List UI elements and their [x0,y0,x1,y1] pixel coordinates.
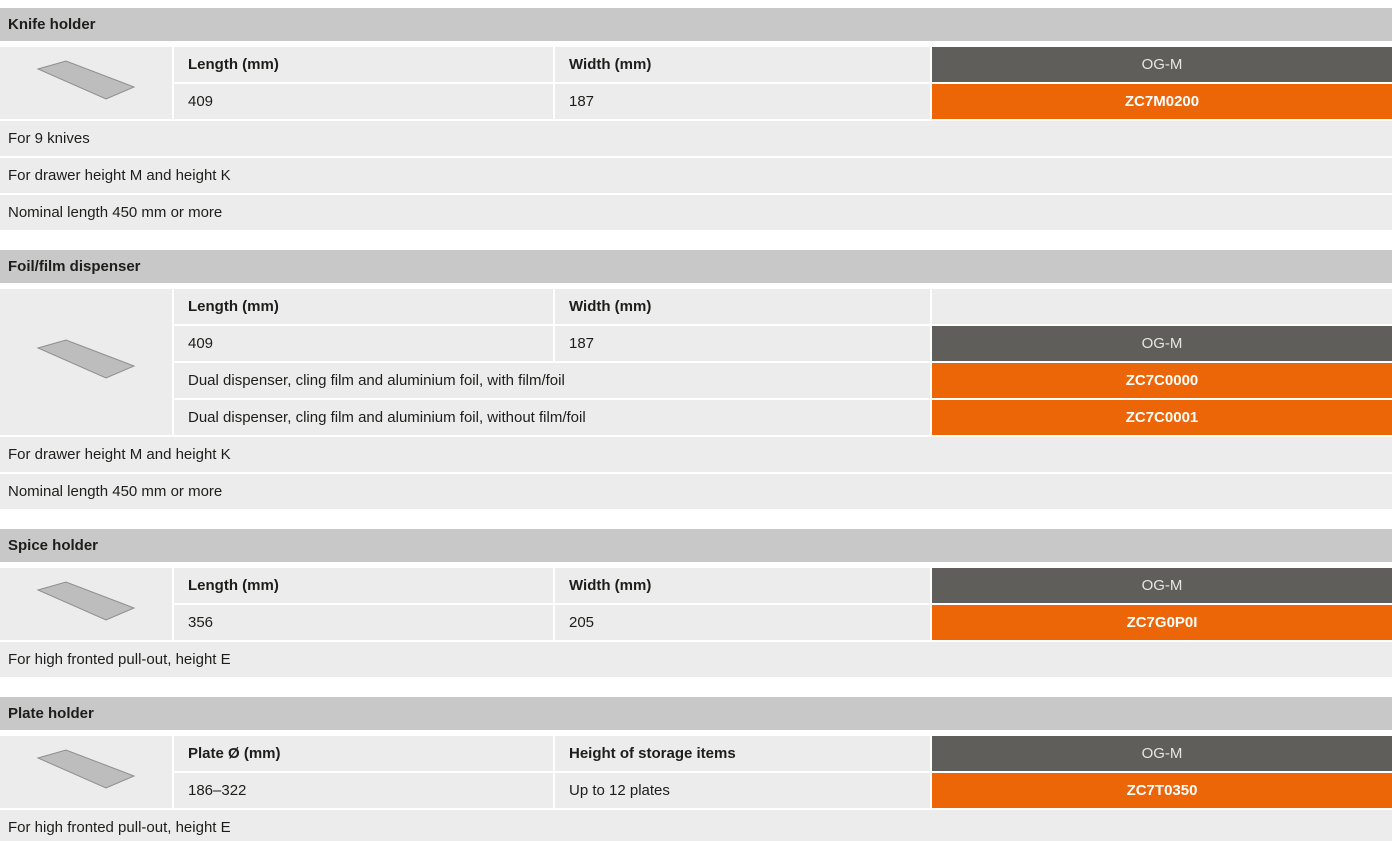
icon-shape [36,581,136,621]
cell: Up to 12 plates [555,773,930,808]
variant-cell: OG-M [932,326,1392,361]
note: For drawer height M and height K [0,437,1392,472]
section-title: Knife holder [0,8,1392,41]
product-image [0,47,172,119]
article-cell: ZC7C0001 [932,400,1392,435]
article-cell: ZC7M0200 [932,84,1392,119]
cell: 187 [555,84,930,119]
note: Nominal length 450 mm or more [0,195,1392,230]
product-icon [36,581,136,621]
cell: Width (mm) [555,47,930,82]
article-cell: ZC7C0000 [932,363,1392,398]
cell: 186–322 [174,773,553,808]
product-icon [36,749,136,789]
icon-shape [36,339,136,379]
product-image [0,568,172,640]
product-icon [36,339,136,379]
article-cell: ZC7T0350 [932,773,1392,808]
cell: Width (mm) [555,568,930,603]
cell: 409 [174,84,553,119]
variant-cell: OG-M [932,736,1392,771]
cell: Plate Ø (mm) [174,736,553,771]
cell: 409 [174,326,553,361]
empty-cell [932,289,1392,324]
cell: Length (mm) [174,289,553,324]
note: For drawer height M and height K [0,158,1392,193]
cell: 356 [174,605,553,640]
cell: 187 [555,326,930,361]
section-title: Plate holder [0,697,1392,730]
note: For 9 knives [0,121,1392,156]
cell: 205 [555,605,930,640]
section-title: Spice holder [0,529,1392,562]
note: Nominal length 450 mm or more [0,474,1392,509]
cell: Width (mm) [555,289,930,324]
product-image [0,289,172,435]
article-cell: ZC7G0P0I [932,605,1392,640]
cell: Dual dispenser, cling film and aluminium… [174,363,930,398]
cell: Dual dispenser, cling film and aluminium… [174,400,930,435]
note: For high fronted pull-out, height E [0,810,1392,841]
section-title: Foil/film dispenser [0,250,1392,283]
icon-shape [36,60,136,100]
cell: Length (mm) [174,568,553,603]
product-icon [36,60,136,100]
icon-shape [36,749,136,789]
product-image [0,736,172,808]
note: For high fronted pull-out, height E [0,642,1392,677]
cell: Length (mm) [174,47,553,82]
variant-cell: OG-M [932,47,1392,82]
variant-cell: OG-M [932,568,1392,603]
cell: Height of storage items [555,736,930,771]
